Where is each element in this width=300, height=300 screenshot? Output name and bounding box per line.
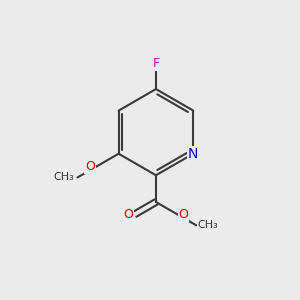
Text: F: F (152, 57, 160, 70)
Text: CH₃: CH₃ (198, 220, 219, 230)
Text: O: O (85, 160, 95, 173)
Text: O: O (124, 208, 134, 221)
Text: O: O (178, 208, 188, 221)
Text: N: N (188, 147, 199, 161)
Text: CH₃: CH₃ (54, 172, 74, 182)
